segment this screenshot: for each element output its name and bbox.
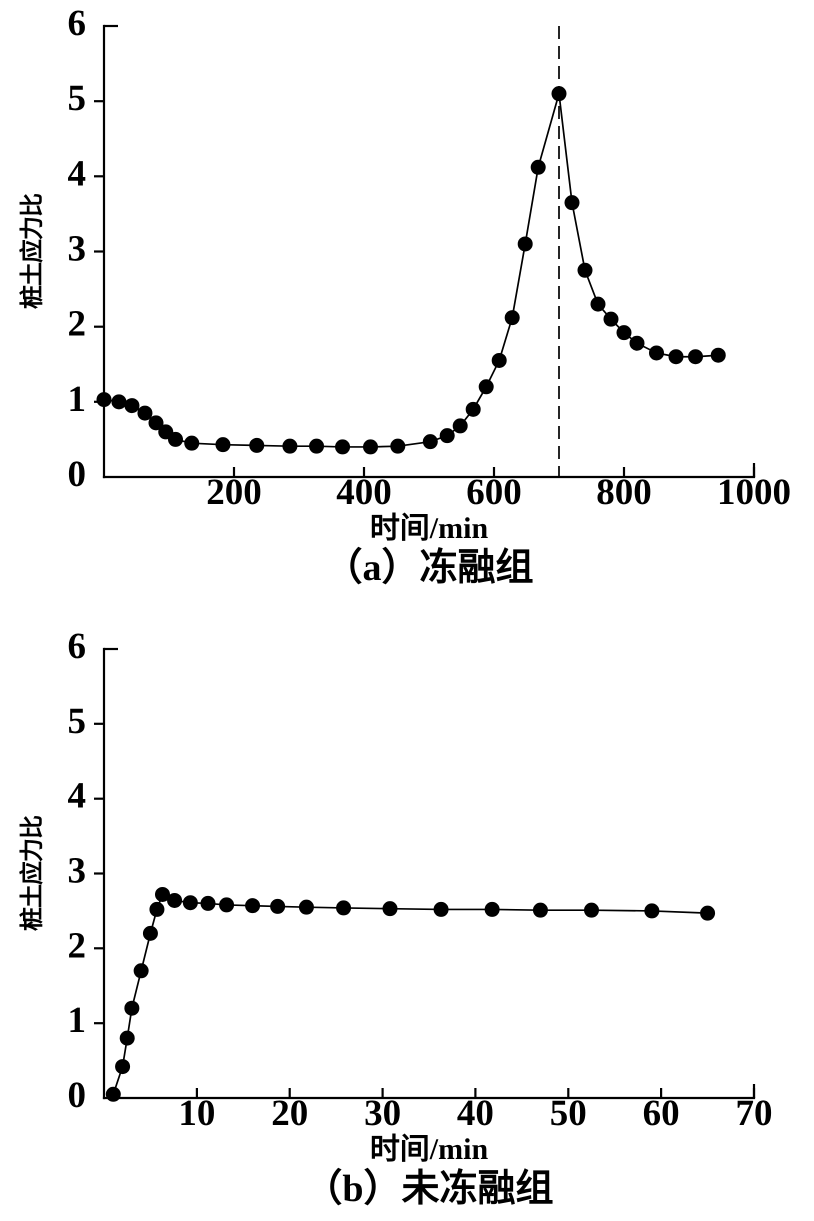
svg-text:600: 600 bbox=[466, 472, 522, 513]
svg-text:5: 5 bbox=[68, 701, 87, 742]
svg-text:6: 6 bbox=[68, 626, 87, 667]
svg-text:1: 1 bbox=[68, 379, 87, 420]
svg-text:40: 40 bbox=[457, 1093, 494, 1134]
svg-text:0: 0 bbox=[68, 1075, 87, 1116]
svg-text:400: 400 bbox=[336, 472, 392, 513]
svg-text:4: 4 bbox=[68, 153, 87, 194]
svg-text:（a）冻融组: （a）冻融组 bbox=[324, 546, 533, 589]
svg-text:3: 3 bbox=[68, 229, 87, 270]
svg-text:时间/min: 时间/min bbox=[370, 512, 489, 545]
svg-text:70: 70 bbox=[736, 1093, 773, 1134]
svg-text:2: 2 bbox=[68, 304, 87, 345]
svg-text:桩土应力比: 桩土应力比 bbox=[19, 815, 46, 931]
svg-text:0: 0 bbox=[68, 454, 87, 495]
svg-text:3: 3 bbox=[68, 851, 87, 892]
svg-text:800: 800 bbox=[596, 472, 652, 513]
svg-text:30: 30 bbox=[364, 1093, 401, 1134]
svg-text:50: 50 bbox=[550, 1093, 587, 1134]
svg-text:200: 200 bbox=[206, 472, 262, 513]
svg-text:1: 1 bbox=[68, 1000, 87, 1041]
svg-text:6: 6 bbox=[68, 3, 87, 44]
svg-text:1000: 1000 bbox=[717, 472, 791, 513]
svg-text:4: 4 bbox=[68, 776, 87, 817]
svg-text:桩土应力比: 桩土应力比 bbox=[19, 193, 46, 309]
svg-text:60: 60 bbox=[643, 1093, 680, 1134]
svg-text:2: 2 bbox=[68, 925, 87, 966]
svg-text:时间/min: 时间/min bbox=[370, 1133, 489, 1166]
svg-text:20: 20 bbox=[271, 1093, 308, 1134]
svg-text:（b）未冻融组: （b）未冻融组 bbox=[304, 1167, 553, 1210]
svg-text:5: 5 bbox=[68, 78, 87, 119]
svg-text:10: 10 bbox=[178, 1093, 215, 1134]
